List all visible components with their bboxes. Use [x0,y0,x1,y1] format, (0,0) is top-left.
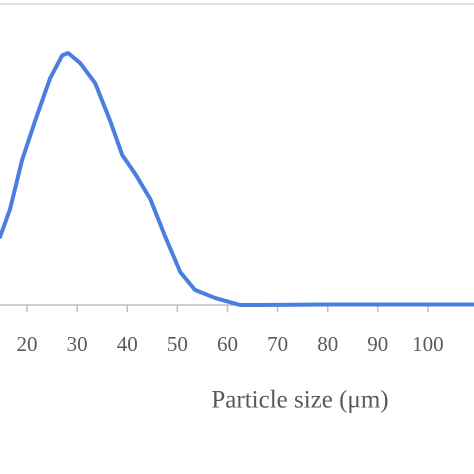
x-tick-label: 80 [317,332,338,356]
data-line [0,51,474,307]
x-axis-title: Particle size (μm) [211,387,388,414]
x-tick-label: 90 [367,332,388,356]
x-tick-label: 100 [412,332,444,356]
x-tick-label: 60 [217,332,238,356]
x-tick-label: 30 [67,332,88,356]
x-tick-label: 20 [17,332,38,356]
x-tick-label: 40 [117,332,138,356]
x-tick-label: 50 [167,332,188,356]
x-tick-label: 70 [267,332,288,356]
